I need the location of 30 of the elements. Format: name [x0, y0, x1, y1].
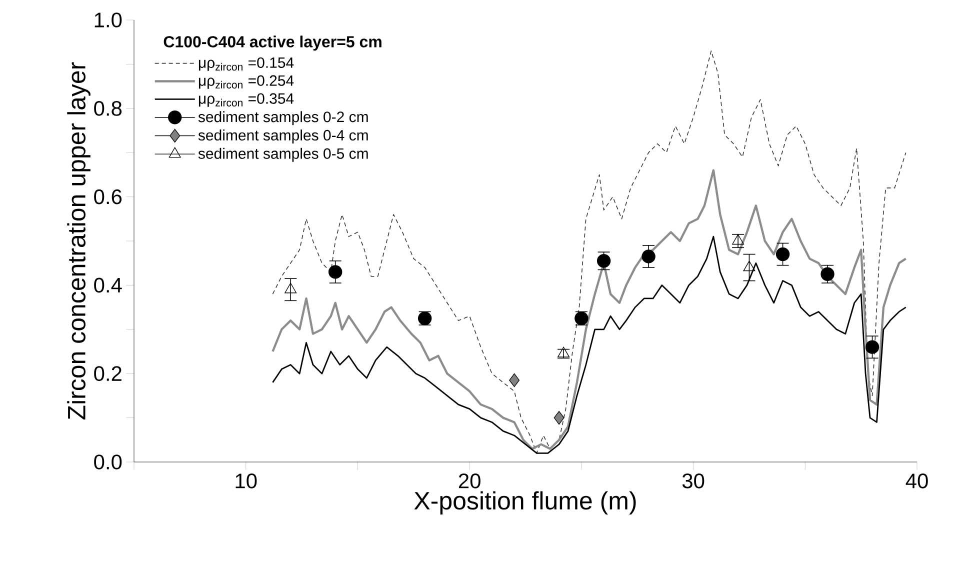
point: [865, 340, 880, 354]
y-tick-label: 0.2: [94, 366, 122, 382]
legend-label: μρ$_{zircon}$ =0.254: [198, 75, 294, 89]
point: [732, 234, 744, 245]
x-tick-label: 30: [682, 474, 704, 488]
y-axis-title: Zircon concentration upper layer: [67, 62, 90, 420]
point: [509, 373, 520, 388]
x-tick-label: 10: [236, 474, 257, 488]
point: [596, 254, 611, 268]
point: [284, 282, 297, 294]
x-tick-label: 20: [458, 474, 480, 488]
point: [776, 247, 790, 262]
legend-label: μρ$_{zircon}$ =0.154: [198, 57, 294, 71]
legend-label: sediment samples 0-4 cm: [198, 130, 368, 144]
legend-label: μρ$_{zircon}$ =0.354: [198, 93, 294, 107]
legend-title: C100-C404 active layer=5 cm: [164, 36, 382, 51]
point: [554, 410, 564, 425]
point: [743, 260, 756, 272]
y-tick-label: 1.0: [94, 12, 122, 28]
point: [820, 267, 834, 281]
x-axis-title: X-position flume (m): [414, 491, 636, 515]
legend-label: sediment samples 0-5 cm: [198, 148, 368, 162]
point: [328, 265, 342, 279]
y-tick-label: 0.8: [94, 100, 122, 116]
x-tick-label: 40: [906, 474, 928, 488]
y-tick-label: 0.6: [94, 189, 122, 204]
y-tick-label: 0.4: [94, 278, 122, 293]
y-tick-label: 0.0: [94, 454, 122, 470]
point: [642, 250, 656, 264]
legend-label: sediment samples 0-2 cm: [198, 111, 368, 126]
